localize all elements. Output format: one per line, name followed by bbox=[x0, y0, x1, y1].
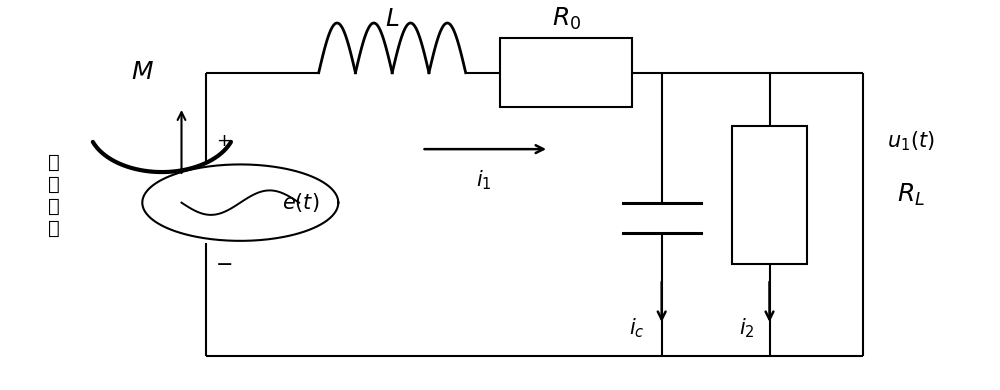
Bar bbox=[732, 126, 807, 264]
Text: $L$: $L$ bbox=[385, 8, 399, 31]
Text: $R_0$: $R_0$ bbox=[552, 6, 581, 32]
Text: $e(t)$: $e(t)$ bbox=[282, 191, 320, 214]
Text: 被
测
电
流: 被 测 电 流 bbox=[48, 152, 60, 238]
Text: $-$: $-$ bbox=[215, 254, 232, 273]
Text: $i_1$: $i_1$ bbox=[476, 168, 492, 191]
Text: $i_c$: $i_c$ bbox=[629, 317, 645, 340]
Text: $M$: $M$ bbox=[131, 61, 154, 84]
Text: $i_2$: $i_2$ bbox=[739, 317, 755, 340]
Text: $+$: $+$ bbox=[216, 133, 231, 151]
Text: $R_L$: $R_L$ bbox=[897, 182, 925, 208]
Text: $u_1(t)$: $u_1(t)$ bbox=[887, 130, 935, 153]
Bar bbox=[500, 38, 632, 107]
